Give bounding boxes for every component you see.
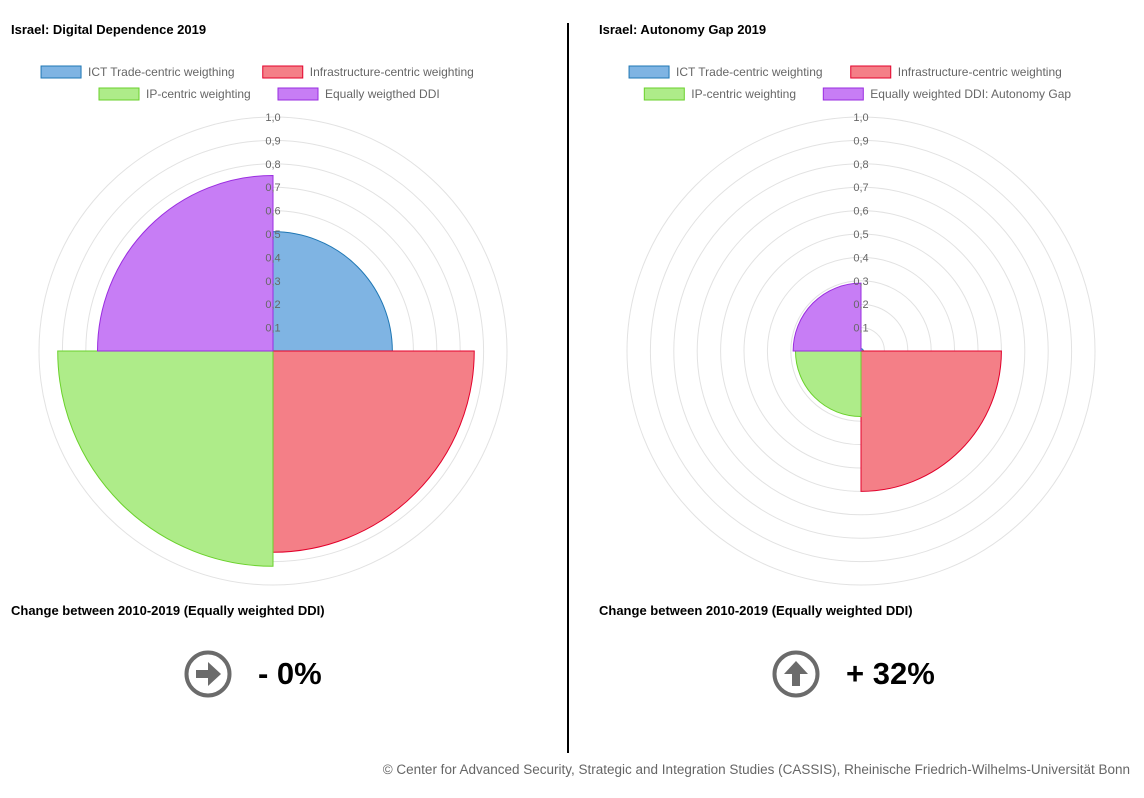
legend-item[interactable]: Infrastructure-centric weighting [850, 65, 1062, 79]
radial-tick-label: 0,1 [265, 323, 280, 335]
legend-swatch [822, 87, 864, 101]
radial-tick-label: 0,9 [265, 135, 280, 147]
legend-label: Equally weighted DDI: Autonomy Gap [870, 87, 1071, 101]
digital-dependence-polar-chart: ICT Trade-centric weigthing Infrastructur… [38, 65, 508, 586]
radial-tick-label: 0,7 [853, 182, 868, 194]
radial-tick-label: 0,4 [853, 252, 868, 264]
legend-swatch [643, 87, 685, 101]
polar-segment[interactable] [860, 350, 1002, 492]
grid-ring [649, 139, 1073, 563]
legend-item[interactable]: Equally weighted DDI: Autonomy Gap [822, 87, 1071, 101]
radial-tick-label: 1,0 [853, 112, 868, 124]
radial-tick-label: 0,2 [265, 299, 280, 311]
grid-ring [673, 163, 1049, 539]
legend-label: IP-centric weighting [691, 87, 796, 101]
radial-tick-label: 0,8 [265, 159, 280, 171]
legend-item[interactable]: Equally weigthed DDI [277, 87, 440, 101]
legend-item[interactable]: ICT Trade-centric weighting [628, 65, 823, 79]
legend-label: Infrastructure-centric weighting [310, 65, 474, 79]
digital-dependence-panel: Israel: Digital Dependence 2019 ICT Trad… [0, 0, 566, 760]
radial-tick-label: 0,5 [853, 229, 868, 241]
polar-segment[interactable] [57, 350, 274, 567]
grid-ring [696, 186, 1026, 516]
radial-tick-label: 0,6 [265, 206, 280, 218]
legend-item[interactable]: IP-centric weighting [98, 87, 251, 101]
legend-swatch [98, 87, 140, 101]
change-indicator: - 0% [184, 648, 322, 700]
polar-segment[interactable] [794, 350, 862, 418]
change-indicator: + 32% [772, 648, 935, 700]
radial-tick-label: 0,1 [853, 323, 868, 335]
legend-label: ICT Trade-centric weigthing [88, 65, 235, 79]
arrow-up-circle-icon [772, 650, 820, 698]
radial-tick-label: 0,2 [853, 299, 868, 311]
copyright-footer: © Center for Advanced Security, Strategi… [382, 762, 1130, 777]
legend-item[interactable]: IP-centric weighting [643, 87, 796, 101]
change-label: Change between 2010-2019 (Equally weight… [599, 603, 913, 618]
radial-tick-label: 1,0 [265, 112, 280, 124]
legend-swatch [628, 65, 670, 79]
radial-tick-label: 0,3 [265, 276, 280, 288]
grid-ring [38, 116, 508, 586]
polar-segment[interactable] [272, 231, 393, 352]
radial-tick-label: 0,7 [265, 182, 280, 194]
legend-swatch [277, 87, 319, 101]
arrow-right-circle-icon [184, 650, 232, 698]
legend-label: ICT Trade-centric weighting [676, 65, 823, 79]
autonomy-gap-panel: Israel: Autonomy Gap 2019 ICT Trade-cent… [588, 0, 1144, 760]
legend-item[interactable]: ICT Trade-centric weigthing [40, 65, 235, 79]
legend-label: Infrastructure-centric weighting [898, 65, 1062, 79]
radial-tick-label: 0,6 [853, 206, 868, 218]
radial-tick-label: 0,9 [853, 135, 868, 147]
chart-title: Israel: Digital Dependence 2019 [11, 22, 207, 37]
legend-swatch [262, 65, 304, 79]
radial-tick-label: 0,3 [853, 276, 868, 288]
legend-item[interactable]: Infrastructure-centric weighting [262, 65, 474, 79]
polar-segment[interactable] [96, 174, 274, 352]
chart-title: Israel: Autonomy Gap 2019 [599, 22, 767, 37]
polar-segment[interactable] [272, 350, 475, 553]
change-label: Change between 2010-2019 (Equally weight… [11, 603, 325, 618]
legend-label: Equally weigthed DDI [325, 87, 440, 101]
autonomy-gap-polar-chart: ICT Trade-centric weighting Infrastructur… [626, 65, 1096, 586]
radial-tick-label: 0,8 [853, 159, 868, 171]
legend-label: IP-centric weighting [146, 87, 251, 101]
change-value: - 0% [258, 656, 322, 691]
radial-tick-label: 0,5 [265, 229, 280, 241]
grid-ring [626, 116, 1096, 586]
legend-swatch [850, 65, 892, 79]
legend-swatch [40, 65, 82, 79]
panel-divider [567, 23, 569, 753]
polar-segment[interactable] [792, 282, 862, 352]
radial-tick-label: 0,4 [265, 252, 280, 264]
change-value: + 32% [846, 656, 935, 691]
